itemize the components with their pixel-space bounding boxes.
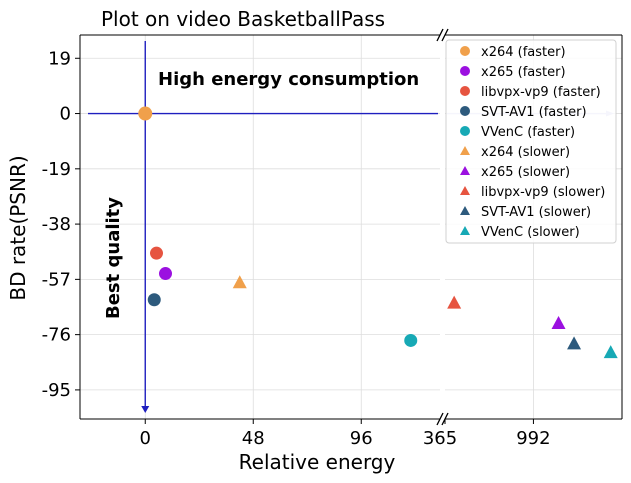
y-tick-label: -38 xyxy=(42,214,71,235)
legend-box xyxy=(445,39,617,244)
axis-break-mark xyxy=(436,412,444,426)
chart-title: Plot on video BasketballPass xyxy=(101,7,385,31)
data-point xyxy=(551,316,566,329)
legend-marker xyxy=(460,106,470,116)
x-tick-label: 96 xyxy=(350,428,373,449)
y-tick-label: -95 xyxy=(42,380,71,401)
y-axis-label: BD rate(PSNR) xyxy=(6,155,30,300)
legend-label: x264 (slower) xyxy=(481,145,570,160)
axis-break-mark xyxy=(441,28,449,42)
legend-marker xyxy=(460,206,470,215)
data-point xyxy=(159,267,172,281)
y-tick-label: -76 xyxy=(42,325,71,346)
data-points xyxy=(138,106,618,359)
legend-label: x265 (slower) xyxy=(481,165,570,180)
y-tick-label: 0 xyxy=(60,104,71,125)
legend-label: VVenC (slower) xyxy=(481,225,580,240)
data-point xyxy=(232,275,247,289)
legend-marker xyxy=(460,146,470,155)
legend-label: VVenC (faster) xyxy=(481,125,575,140)
legend-marker xyxy=(460,186,470,195)
annotation-best-quality: Best quality xyxy=(103,197,124,319)
y-tick-label: -57 xyxy=(42,269,71,290)
legend-marker xyxy=(460,86,470,96)
data-point xyxy=(603,345,618,359)
y-tick-label: 19 xyxy=(48,48,71,69)
tick-labels: 19 0 -19 -38 -57 -76 -95 0 48 96 365 992 xyxy=(42,48,551,449)
x-axis-label: Relative energy xyxy=(239,450,396,474)
axis-break-mark xyxy=(436,28,444,42)
x-tick-label: 0 xyxy=(140,428,151,449)
legend: x264 (faster) x265 (faster) libvpx-vp9 (fa… xyxy=(445,39,617,244)
down-arrowhead xyxy=(141,406,150,413)
legend-marker xyxy=(460,66,470,76)
data-point xyxy=(567,336,582,350)
data-point xyxy=(447,295,462,309)
x-tick-label: 48 xyxy=(242,428,265,449)
legend-label: SVT-AV1 (faster) xyxy=(481,105,587,120)
legend-label: libvpx-vp9 (faster) xyxy=(481,85,601,100)
legend-label: SVT-AV1 (slower) xyxy=(481,205,591,220)
y-tick-label: -19 xyxy=(42,159,71,180)
legend-marker xyxy=(460,46,470,56)
x-tick-label: 992 xyxy=(516,428,550,449)
legend-label: x264 (faster) xyxy=(481,45,566,60)
legend-marker xyxy=(460,226,470,235)
legend-label: libvpx-vp9 (slower) xyxy=(481,185,605,200)
legend-marker xyxy=(460,126,470,136)
data-point xyxy=(150,246,163,260)
legend-label: x265 (faster) xyxy=(481,65,566,80)
data-point xyxy=(147,293,161,307)
legend-marker xyxy=(460,166,470,175)
origin-point xyxy=(138,106,153,121)
annotation-high-energy: High energy consumption xyxy=(158,69,419,90)
x-tick-label: 365 xyxy=(423,428,457,449)
data-point xyxy=(404,333,418,347)
